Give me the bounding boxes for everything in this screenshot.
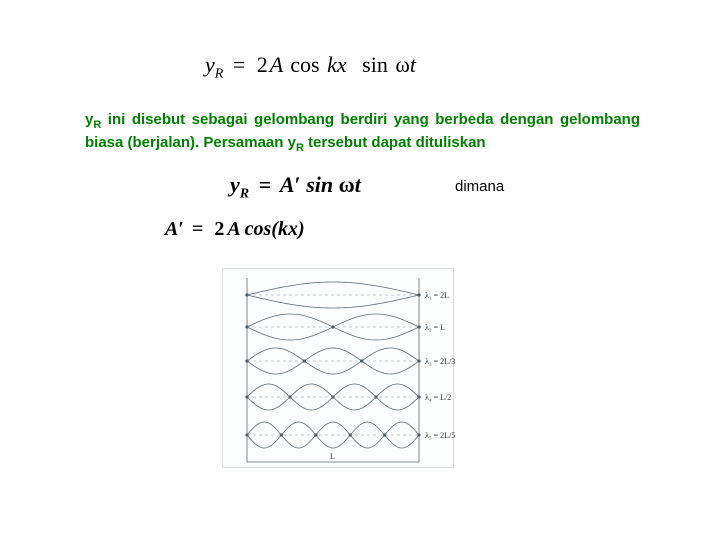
eq3-prime: ′ (178, 218, 184, 240)
svg-text:L: L (330, 452, 335, 461)
eq2-prime: ′ (295, 172, 301, 197)
eq1-sin: sin (360, 52, 390, 77)
standing-wave-svg: λ₁ = 2L λ₂ = L λ₃ = 2L/3 λ₄ = L/2 λ₅ = 2L/5 L (223, 269, 455, 469)
eq1-eq: = (229, 52, 249, 77)
eq1-sp (352, 52, 360, 77)
eq1-x: x (337, 52, 347, 77)
eq3-A: A (165, 218, 178, 240)
eq1-sub: R (215, 66, 224, 81)
eq1-cos: cos (288, 52, 321, 77)
eq2-sin: sin (306, 172, 333, 197)
eq1-omega: ω (395, 52, 409, 77)
eq3-close: ) (298, 218, 305, 240)
eq2-A: A (280, 172, 295, 197)
eq3-k: k (278, 218, 288, 240)
eq3-cos: cos( (245, 218, 278, 240)
eq3-A2: A (227, 218, 239, 240)
svg-text:λ₁ = 2L: λ₁ = 2L (425, 291, 449, 300)
svg-text:λ₅ = 2L/5: λ₅ = 2L/5 (425, 431, 455, 440)
para-sub2: R (296, 142, 304, 154)
para-text2: tersebut dapat dituliskan (304, 134, 486, 151)
dimana-label: dimana (455, 178, 504, 195)
eq2-t: t (355, 172, 361, 197)
eq2-y: y (230, 172, 240, 197)
equation-yr-short: yR = A′ sin ωt (230, 172, 361, 202)
standing-wave-figure: λ₁ = 2L λ₂ = L λ₃ = 2L/3 λ₄ = L/2 λ₅ = 2L/5 L (222, 268, 454, 468)
eq1-2: 2 (255, 52, 270, 77)
svg-text:λ₄ = L/2: λ₄ = L/2 (425, 393, 451, 402)
eq3-eq: = (189, 218, 206, 240)
eq1-A: A (270, 52, 283, 77)
svg-text:λ₂ = L: λ₂ = L (425, 323, 445, 332)
svg-text:λ₃ = 2L/3: λ₃ = 2L/3 (425, 357, 455, 366)
eq2-sub: R (240, 186, 249, 201)
eq1-t: t (410, 52, 416, 77)
eq2-eq: = (255, 172, 276, 197)
equation-a-prime: A′ = 2A cos(kx) (165, 218, 305, 241)
eq2-omega: ω (339, 172, 355, 197)
eq1-k: k (327, 52, 337, 77)
eq3-2: 2 (211, 218, 227, 240)
eq3-x: x (288, 218, 298, 240)
equation-yr-full: yR = 2A cos kx sin ωt (205, 52, 416, 82)
eq1-y: y (205, 52, 215, 77)
description-paragraph: yR ini disebut sebagai gelombang berdiri… (85, 110, 640, 156)
